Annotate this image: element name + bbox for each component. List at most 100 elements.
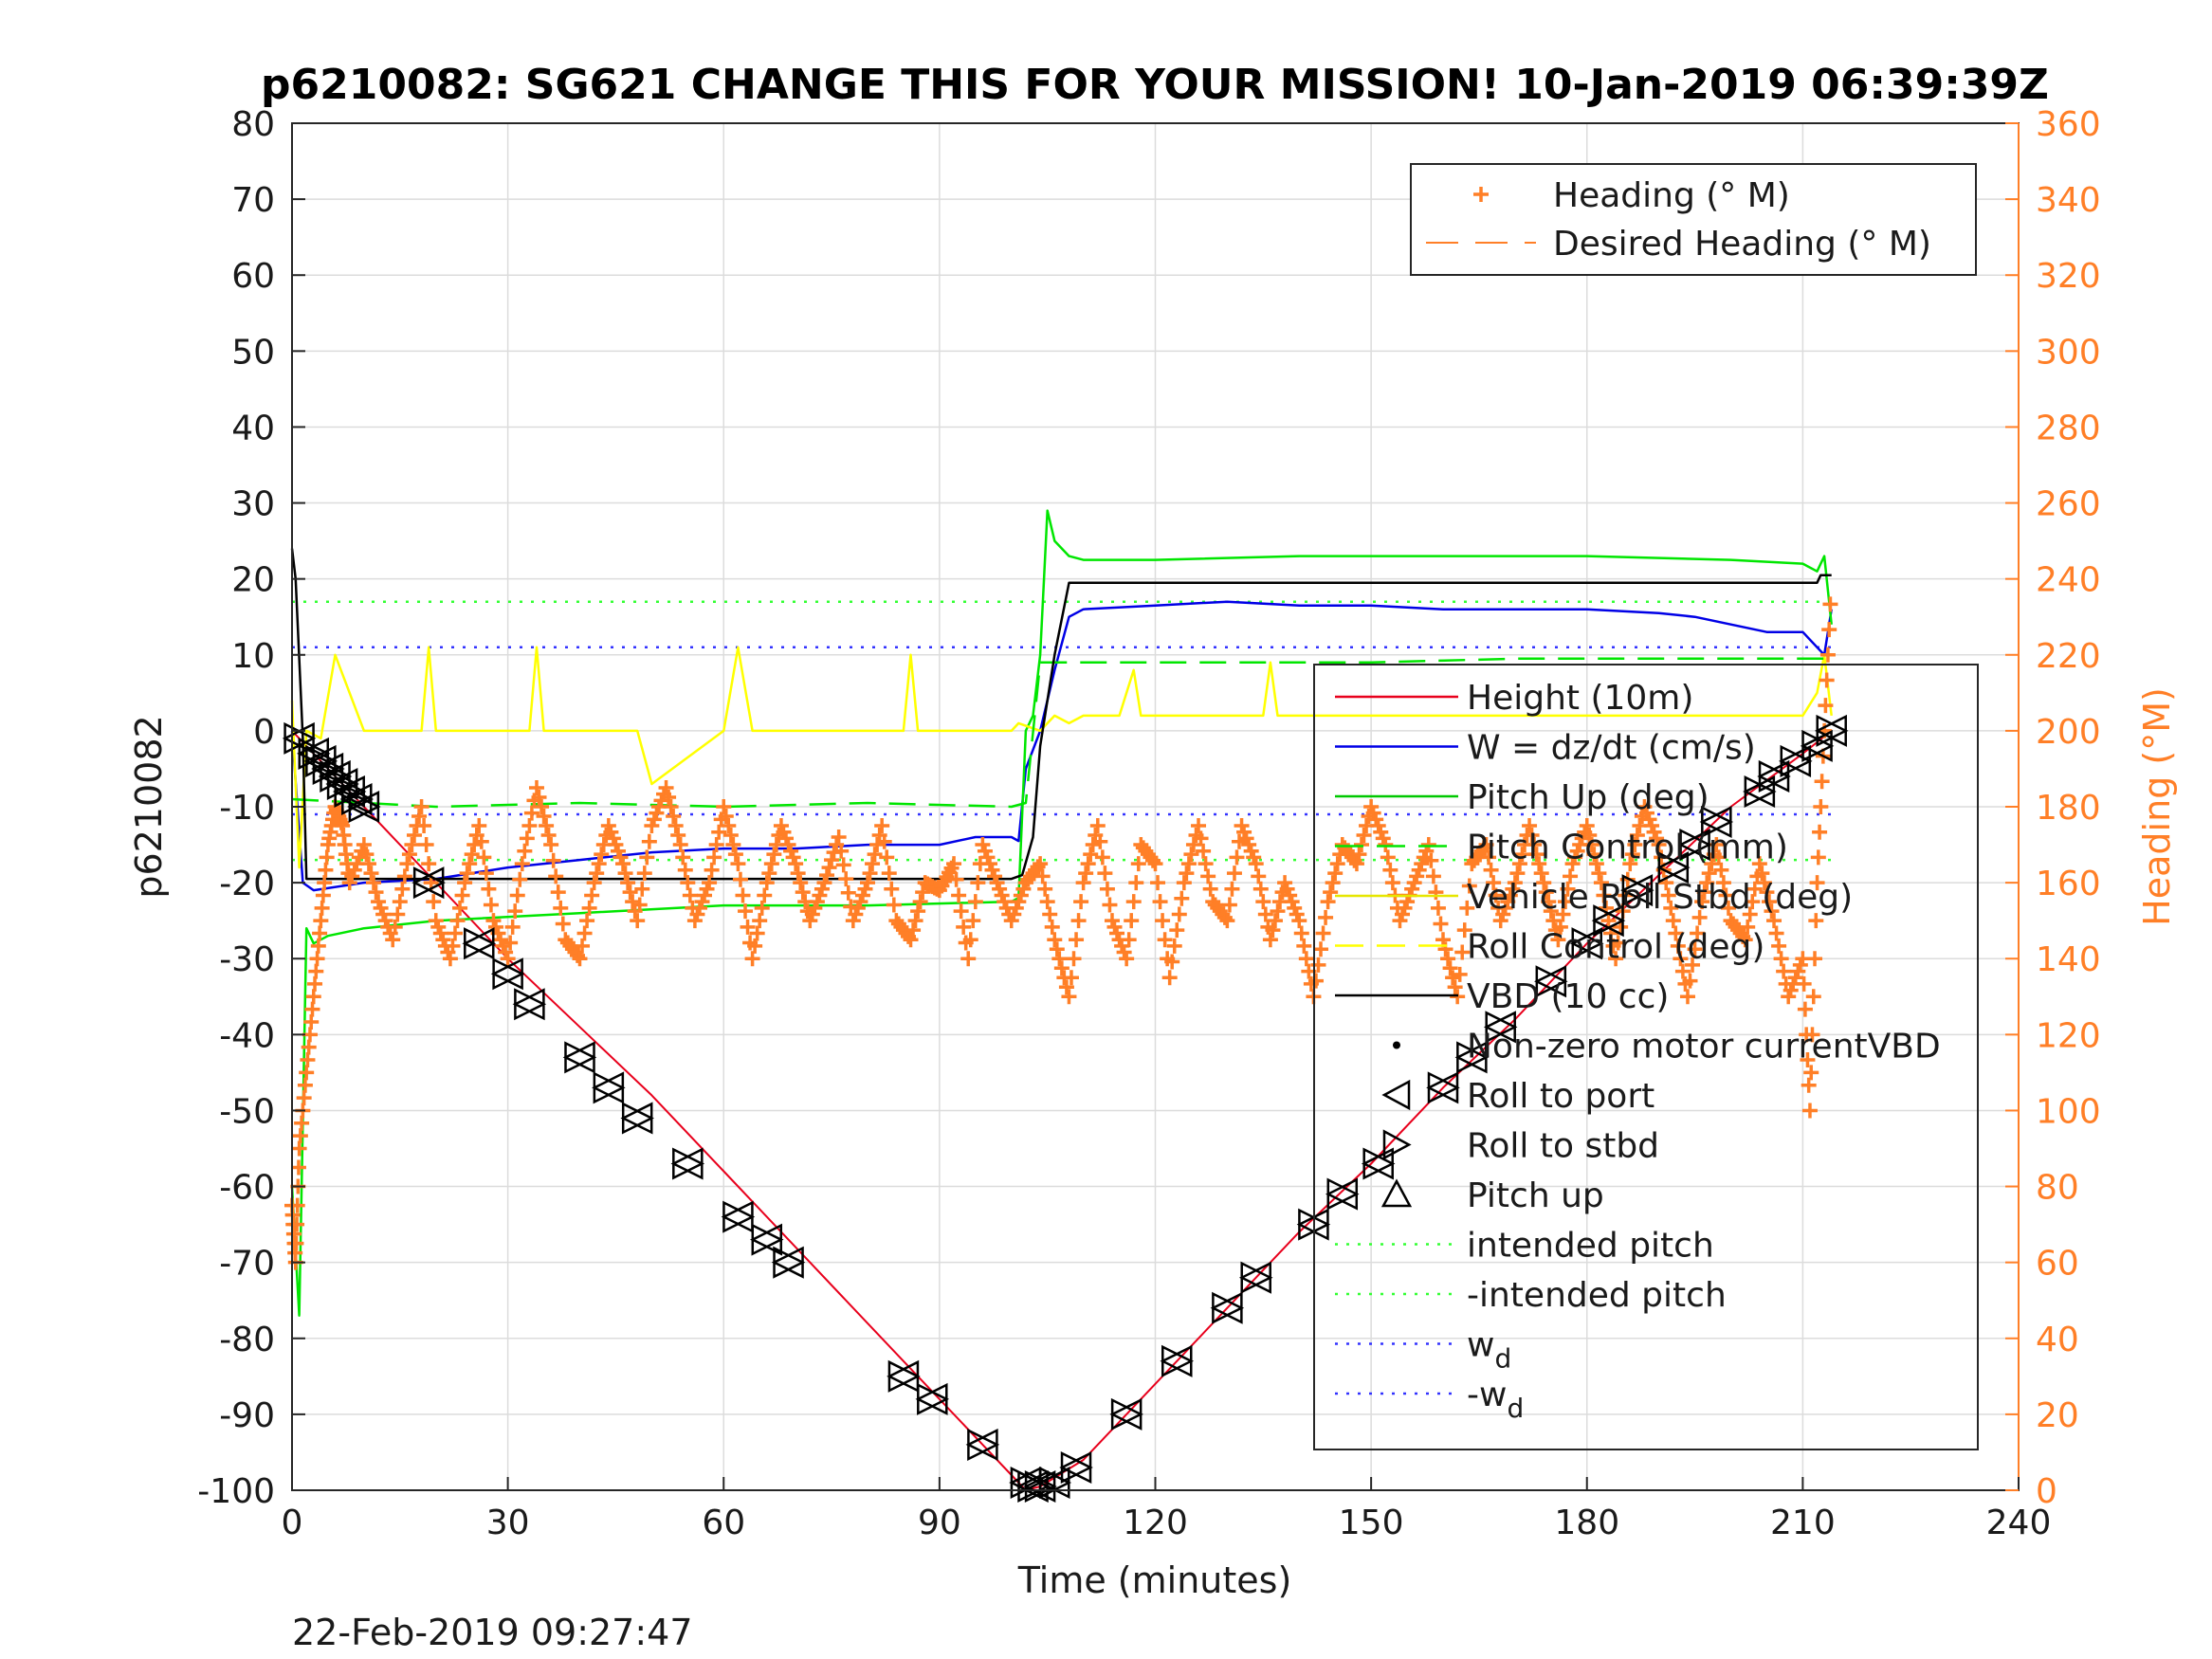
heading-marker xyxy=(1586,847,1602,863)
heading-marker xyxy=(481,881,497,897)
heading-marker xyxy=(1200,868,1216,884)
heading-marker xyxy=(670,828,686,844)
y-right-axis-label: Heading (°M) xyxy=(2136,687,2178,926)
heading-marker xyxy=(1624,847,1640,863)
heading-marker xyxy=(915,884,931,901)
heading-marker xyxy=(483,897,499,913)
legend-main-label: Vehicle Roll Stbd (deg) xyxy=(1467,878,1853,917)
heading-marker xyxy=(447,925,463,941)
x-tick-label: 180 xyxy=(1554,1504,1619,1542)
roll-to-stbd-marker xyxy=(1110,1397,1143,1431)
roll-to-stbd-marker xyxy=(1456,1041,1490,1074)
heading-marker xyxy=(1047,932,1063,948)
heading-marker xyxy=(1668,925,1684,941)
heading-marker xyxy=(946,856,962,872)
heading-marker xyxy=(312,925,328,941)
heading-marker xyxy=(1812,824,1828,840)
heading-marker xyxy=(1591,866,1607,882)
heading-marker xyxy=(903,932,919,948)
y-right-tick-label: 200 xyxy=(2036,713,2101,752)
legend-main-label-text: Pitch Control (mm) xyxy=(1467,829,1788,867)
heading-marker xyxy=(666,809,682,825)
heading-marker xyxy=(1150,875,1166,891)
heading-marker xyxy=(1327,866,1344,882)
heading-marker xyxy=(1049,941,1065,957)
y-right-axis-ticks: 3603403203002802602402202001801601401201… xyxy=(2005,105,2101,1511)
heading-marker xyxy=(1754,866,1770,882)
heading-marker xyxy=(1600,913,1617,929)
heading-marker xyxy=(663,799,679,814)
heading-marker xyxy=(1080,856,1096,872)
y-right-tick-label: 180 xyxy=(2036,789,2101,828)
heading-marker xyxy=(1608,951,1624,967)
legend-main-label: Roll to port xyxy=(1467,1077,1654,1116)
heading-marker xyxy=(876,833,892,849)
roll-to-stbd-marker xyxy=(412,866,446,900)
heading-marker xyxy=(1810,849,1826,866)
heading-marker xyxy=(308,963,324,979)
heading-marker xyxy=(1219,913,1235,929)
heading-marker xyxy=(1737,932,1753,948)
y-tick-label: -40 xyxy=(219,1016,275,1055)
heading-marker xyxy=(788,856,804,872)
heading-marker xyxy=(399,856,415,872)
heading-marker xyxy=(912,894,928,910)
heading-marker xyxy=(1323,884,1339,901)
roll-to-stbd-marker xyxy=(348,790,381,824)
legend-main-label-subscript: d xyxy=(1507,1393,1524,1424)
heading-marker xyxy=(1119,951,1135,967)
heading-marker xyxy=(874,818,890,834)
heading-marker xyxy=(1481,849,1497,866)
heading-marker xyxy=(1325,875,1341,891)
heading-marker xyxy=(478,866,494,882)
heading-marker xyxy=(1507,875,1523,891)
heading-marker xyxy=(1428,884,1444,901)
y-tick-label: 0 xyxy=(253,713,275,752)
roll-to-stbd-marker xyxy=(1593,904,1626,938)
roll-to-stbd-marker xyxy=(1240,1261,1273,1294)
heading-marker xyxy=(411,809,428,825)
heading-marker xyxy=(394,881,411,897)
y-right-tick-label: 80 xyxy=(2036,1169,2079,1208)
heading-marker xyxy=(1044,919,1060,935)
heading-marker xyxy=(1320,894,1336,910)
heading-marker xyxy=(1627,837,1643,853)
heading-marker xyxy=(314,900,330,916)
legend-main-label-text: Roll to port xyxy=(1467,1077,1654,1116)
heading-marker xyxy=(514,856,530,872)
y-tick-label: -90 xyxy=(219,1396,275,1435)
heading-marker xyxy=(449,913,466,929)
heading-marker xyxy=(318,862,334,878)
heading-marker xyxy=(1528,847,1545,863)
heading-marker xyxy=(539,818,555,834)
heading-marker xyxy=(1267,913,1283,929)
heading-marker xyxy=(356,837,372,853)
heading-marker xyxy=(735,887,751,903)
heading-marker xyxy=(543,837,559,853)
roll-to-stbd-marker xyxy=(1657,851,1691,884)
y-tick-label: 80 xyxy=(231,105,275,144)
heading-marker xyxy=(317,875,333,891)
heading-marker xyxy=(385,932,401,948)
heading-marker xyxy=(1380,849,1396,866)
heading-marker xyxy=(466,837,483,853)
heading-marker xyxy=(509,887,525,903)
heading-marker xyxy=(1629,828,1645,844)
heading-marker xyxy=(358,847,375,863)
y-tick-label: 50 xyxy=(231,333,275,372)
heading-marker xyxy=(1522,818,1538,834)
heading-marker xyxy=(1803,1065,1819,1081)
heading-marker xyxy=(1248,856,1264,872)
y-axis-ticks: 80 70 60 50 40 30 20 10 0 -10 -20 -30 -40 -50 -60 -70 -8… xyxy=(197,105,305,1511)
heading-marker xyxy=(1563,868,1579,884)
heading-marker xyxy=(1456,922,1472,939)
heading-marker xyxy=(1764,903,1780,920)
heading-marker xyxy=(1579,818,1595,834)
heading-marker xyxy=(591,856,607,872)
heading-marker xyxy=(1121,932,1137,948)
heading-marker xyxy=(1511,856,1527,872)
heading-marker xyxy=(303,1013,320,1030)
heading-marker xyxy=(581,900,597,916)
heading-marker xyxy=(387,919,403,935)
heading-marker xyxy=(1742,906,1758,922)
